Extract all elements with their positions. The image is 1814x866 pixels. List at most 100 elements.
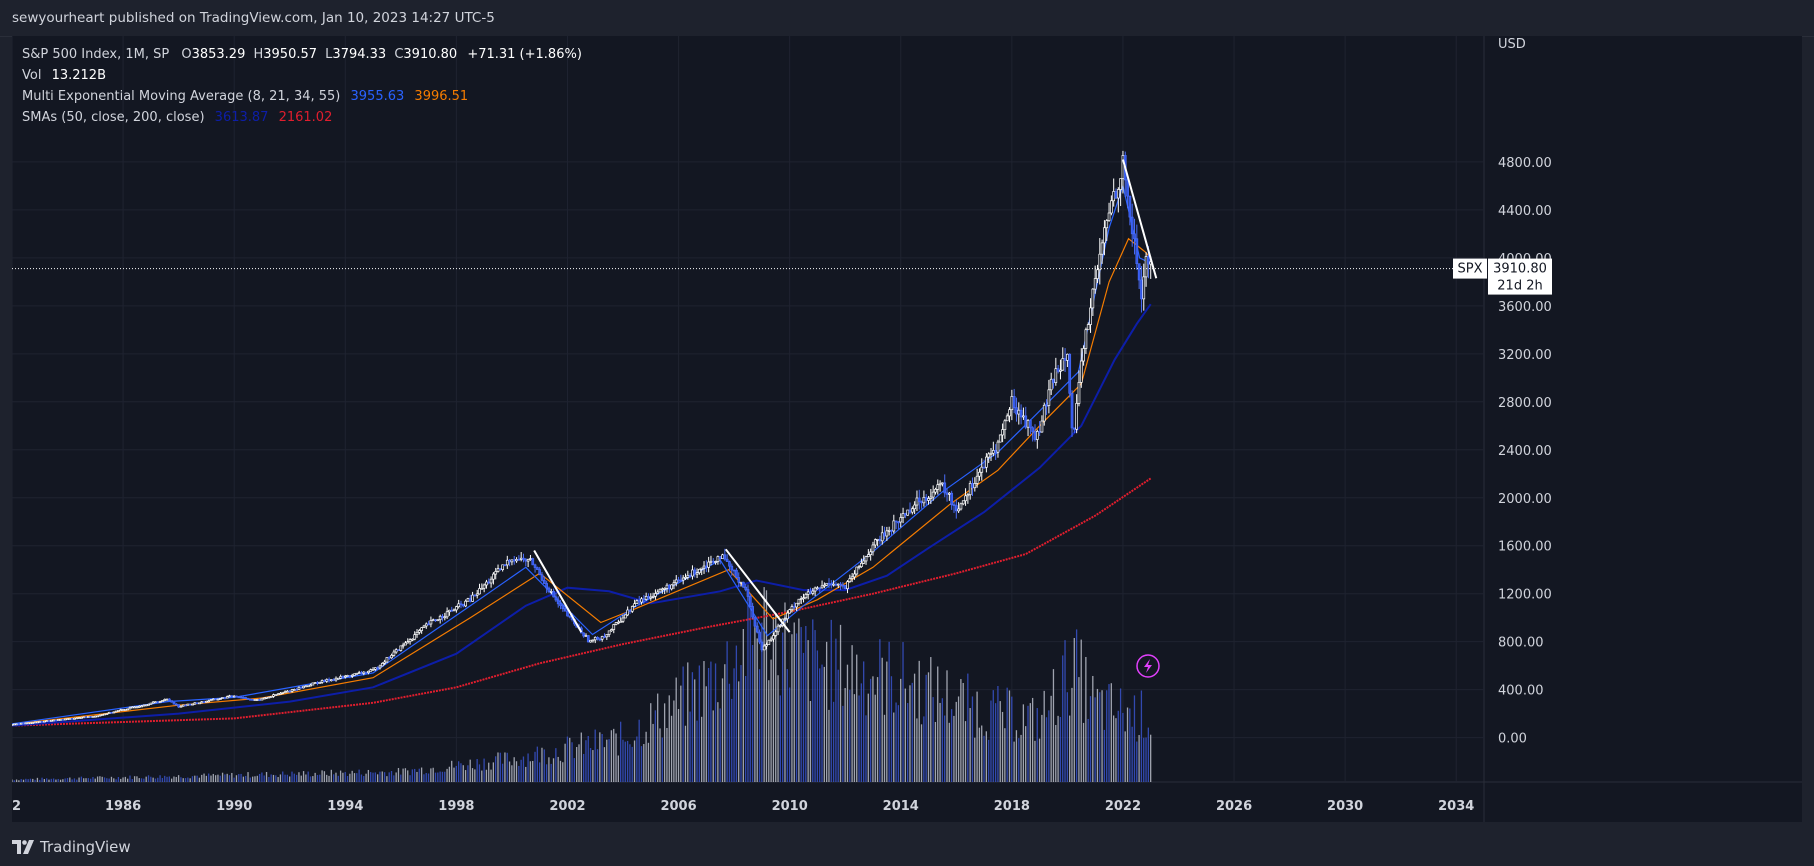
volume-bar <box>668 695 670 782</box>
candle-body <box>640 598 643 603</box>
last-price-value: 3910.80 <box>1493 262 1547 277</box>
candle-body <box>635 600 639 605</box>
volume-bar <box>182 778 184 782</box>
candle-body <box>54 719 58 722</box>
volume-bar <box>166 776 168 782</box>
candle-body <box>686 575 690 578</box>
candle-body <box>1001 429 1004 436</box>
footer: TradingView <box>0 830 1814 866</box>
volume-bar <box>800 627 802 782</box>
candle-body <box>394 649 398 653</box>
candle-body <box>68 718 72 720</box>
volume-bar <box>414 768 416 782</box>
candle-body <box>427 623 430 626</box>
volume-bar <box>453 767 455 782</box>
x-tick-label: 2002 <box>549 799 585 814</box>
volume-bar <box>393 775 395 782</box>
volume-label[interactable]: Vol <box>22 68 42 83</box>
volume-bar <box>32 778 34 782</box>
candle-body <box>374 667 377 670</box>
volume-bar <box>844 688 846 782</box>
volume-bar <box>460 763 462 782</box>
candle-body <box>788 609 792 614</box>
volume-bar <box>643 744 645 782</box>
volume-bar <box>374 772 376 782</box>
volume-bar <box>94 778 96 782</box>
candle-body <box>735 569 738 578</box>
volume-bar <box>819 668 821 782</box>
volume-bar <box>513 757 515 782</box>
sma-label[interactable]: SMAs (50, close, 200, close) <box>22 110 205 125</box>
flash-icon[interactable] <box>1136 654 1160 678</box>
change-value: +71.31 (+1.86%) <box>467 47 582 62</box>
candle-body <box>316 682 319 684</box>
candle-body <box>603 636 606 638</box>
candle-body <box>1038 431 1041 433</box>
chart-area[interactable]: USD 4800.004400.004000.003600.003200.002… <box>12 36 1802 822</box>
volume-bar <box>1092 675 1094 782</box>
candle-body <box>936 484 940 490</box>
candle-body <box>299 686 303 689</box>
volume-bar <box>50 778 52 782</box>
volume-bar <box>562 762 564 782</box>
candle-body <box>554 596 558 601</box>
volume-bar <box>404 768 407 782</box>
candle-body <box>556 599 560 605</box>
candle-body <box>225 696 229 699</box>
x-tick-label: 82 <box>12 799 21 814</box>
candle-body <box>850 576 854 579</box>
candle-body <box>901 513 905 518</box>
candle-body <box>684 576 687 579</box>
candle-body <box>348 675 352 677</box>
candle-body <box>429 620 433 625</box>
candle-body <box>272 694 275 697</box>
tradingview-logo[interactable]: TradingView <box>12 838 131 856</box>
volume-bar <box>698 665 700 782</box>
candle-body <box>1061 358 1065 371</box>
candle-body <box>36 721 39 724</box>
volume-bar <box>786 669 788 782</box>
volume-bar <box>925 674 927 782</box>
volume-bar <box>1108 684 1110 782</box>
volume-bar <box>823 666 825 782</box>
volume-bar <box>18 780 20 782</box>
volume-bar <box>733 668 735 782</box>
volume-bar <box>629 744 631 782</box>
candle-body <box>920 501 923 504</box>
candle-body <box>172 701 176 705</box>
candle-body <box>205 700 208 703</box>
ema-label[interactable]: Multi Exponential Moving Average (8, 21,… <box>22 89 341 104</box>
tradingview-brand: TradingView <box>40 838 131 856</box>
volume-bar <box>538 762 541 782</box>
volume-bar <box>691 672 694 782</box>
candle-body <box>1135 238 1139 265</box>
volume-bar <box>143 778 145 782</box>
candle-body <box>1008 409 1011 417</box>
volume-bar <box>761 622 763 782</box>
volume-bar <box>835 638 837 782</box>
candle-body <box>411 638 414 641</box>
candle-body <box>718 556 722 560</box>
candle-body <box>512 559 516 562</box>
volume-bar <box>59 779 62 782</box>
candle-body <box>913 504 916 510</box>
candle-body <box>181 704 185 707</box>
volume-bar <box>1073 637 1075 782</box>
volume-bar <box>1080 639 1082 782</box>
candle-body <box>644 595 648 600</box>
volume-bar <box>689 711 691 782</box>
candle-body <box>702 565 706 569</box>
volume-bar <box>1115 718 1117 782</box>
volume-bar <box>620 721 622 782</box>
symbol-title[interactable]: S&P 500 Index, 1M, SP <box>22 47 170 62</box>
candle-body <box>468 598 472 602</box>
price-chart-svg[interactable]: USD 4800.004400.004000.003600.003200.002… <box>12 36 1802 822</box>
candle-body <box>110 711 113 714</box>
trendlines[interactable] <box>533 159 1158 633</box>
volume-bar <box>117 777 120 782</box>
volume-bar <box>1106 690 1108 782</box>
candle-body <box>156 701 160 704</box>
candle-body <box>1100 242 1104 255</box>
ema-row: Multi Exponential Moving Average (8, 21,… <box>22 86 582 107</box>
volume-bar <box>39 779 41 782</box>
